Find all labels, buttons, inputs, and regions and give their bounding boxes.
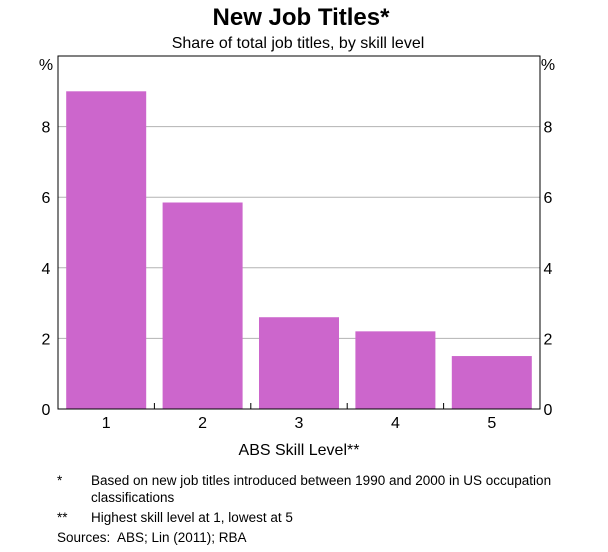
y-tick-left-2: 2 bbox=[42, 331, 51, 348]
x-tick-5: 5 bbox=[487, 415, 496, 432]
sources-label: Sources: bbox=[57, 530, 111, 545]
y-tick-left-6: 6 bbox=[42, 190, 51, 207]
x-axis-title: ABS Skill Level** bbox=[239, 442, 360, 459]
x-tick-3: 3 bbox=[295, 415, 304, 432]
x-tick-2: 2 bbox=[198, 415, 207, 432]
x-tick-4: 4 bbox=[391, 415, 400, 432]
y-axis-unit-right: % bbox=[541, 57, 555, 74]
plot-frame bbox=[57, 55, 541, 410]
y-tick-right-2: 2 bbox=[544, 331, 553, 348]
bar-3 bbox=[259, 317, 339, 409]
y-tick-labels: 0 0 2 2 4 4 6 6 8 8 bbox=[42, 120, 553, 419]
bar-4 bbox=[355, 331, 436, 409]
y-axis-unit-left: % bbox=[39, 57, 53, 74]
x-tick-labels: 1 2 3 4 5 bbox=[102, 403, 496, 432]
x-tick-1: 1 bbox=[102, 415, 111, 432]
bar-5 bbox=[451, 356, 532, 409]
footnote-2-text: Highest skill level at 1, lowest at 5 bbox=[91, 510, 293, 525]
sources-text: ABS; Lin (2011); RBA bbox=[117, 530, 247, 545]
sources: Sources: ABS; Lin (2011); RBA bbox=[57, 529, 577, 546]
footnote-1-mark: * bbox=[57, 473, 63, 488]
chart-subtitle: Share of total job titles, by skill leve… bbox=[172, 35, 425, 52]
footnote-2: ** Highest skill level at 1, lowest at 5 bbox=[57, 509, 577, 526]
y-tick-left-4: 4 bbox=[42, 261, 51, 278]
bar-2 bbox=[162, 202, 243, 409]
footnote-1: * Based on new job titles introduced bet… bbox=[57, 472, 577, 506]
y-tick-left-0: 0 bbox=[42, 402, 51, 419]
y-tick-right-8: 8 bbox=[544, 120, 553, 137]
footnotes: * Based on new job titles introduced bet… bbox=[57, 472, 577, 546]
footnote-2-mark: ** bbox=[57, 510, 68, 525]
y-tick-right-0: 0 bbox=[544, 402, 553, 419]
chart-title: New Job Titles* bbox=[213, 4, 391, 31]
bar-1 bbox=[66, 91, 147, 410]
y-tick-right-4: 4 bbox=[544, 261, 553, 278]
y-tick-right-6: 6 bbox=[544, 190, 553, 207]
bars bbox=[66, 91, 532, 410]
y-tick-left-8: 8 bbox=[42, 120, 51, 137]
footnote-1-text: Based on new job titles introduced betwe… bbox=[91, 473, 552, 505]
